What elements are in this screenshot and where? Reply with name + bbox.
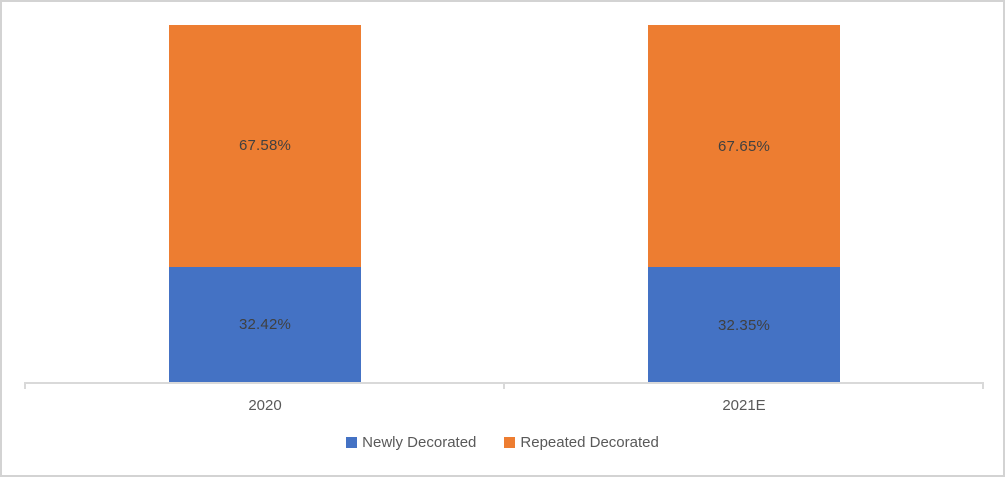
- x-axis-tick: [24, 383, 26, 389]
- legend-swatch-icon: [346, 437, 358, 448]
- bar-2021e: 32.35% 67.65%: [648, 25, 840, 383]
- legend-item-repeated-decorated: Repeated Decorated: [504, 434, 659, 451]
- legend-item-newly-decorated: Newly Decorated: [346, 434, 476, 451]
- legend-swatch-icon: [504, 437, 516, 448]
- data-label: 67.65%: [717, 137, 771, 155]
- data-label: 32.42%: [238, 316, 292, 334]
- x-axis-label-2020: 2020: [248, 397, 282, 414]
- legend-label: Repeated Decorated: [520, 434, 659, 451]
- x-axis-tick: [982, 383, 984, 389]
- x-axis-label-2021e: 2021E: [722, 397, 766, 414]
- legend: Newly Decorated Repeated Decorated: [2, 434, 1003, 451]
- bar-segment-repeated-decorated: 67.65%: [648, 25, 840, 268]
- legend-label: Newly Decorated: [362, 434, 477, 451]
- bar-2020: 32.42% 67.58%: [169, 25, 361, 383]
- bar-segment-newly-decorated: 32.35%: [648, 267, 840, 383]
- data-label: 32.35%: [717, 316, 771, 334]
- bar-segment-newly-decorated: 32.42%: [169, 266, 361, 383]
- data-label: 67.58%: [238, 137, 292, 155]
- x-axis-tick: [503, 383, 505, 389]
- bar-segment-repeated-decorated: 67.58%: [169, 25, 361, 267]
